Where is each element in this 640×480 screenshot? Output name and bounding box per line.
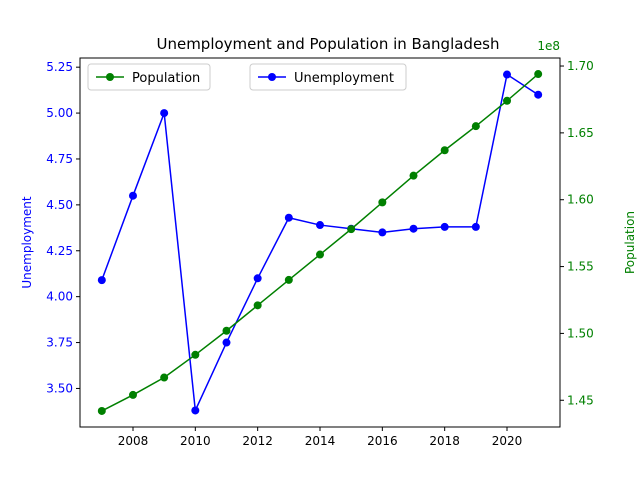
unemployment-data-point	[253, 274, 262, 283]
unemployment-data-point	[409, 224, 418, 233]
unemployment-data-point	[97, 276, 106, 285]
legend-upper-left: Population	[87, 63, 211, 91]
legend-marker-swatch	[268, 73, 276, 81]
population-data-point	[222, 326, 231, 335]
population-data-point	[253, 301, 262, 310]
legend-box	[87, 63, 211, 91]
legend-entry-label: Population	[132, 71, 200, 86]
x-tick-label: 2018	[429, 434, 460, 448]
y-right-tick-label: 1.60	[567, 193, 594, 207]
population-data-point	[471, 122, 480, 131]
population-data-point	[347, 225, 356, 234]
unemployment-data-point	[222, 338, 231, 347]
population-data-point	[97, 406, 106, 415]
population-data-point	[534, 70, 543, 79]
y-left-tick-label: 4.75	[46, 152, 73, 166]
y-left-tick-label: 3.50	[46, 381, 73, 395]
x-tick-label: 2014	[305, 434, 336, 448]
population-data-point	[191, 350, 200, 359]
legend-marker-swatch	[106, 73, 114, 81]
population-data-point	[160, 373, 169, 382]
x-tick-label: 2010	[180, 434, 211, 448]
x-tick-label: 2008	[118, 434, 149, 448]
unemployment-data-point	[440, 222, 449, 231]
y-left-tick-label: 4.25	[46, 244, 73, 258]
unemployment-data-point	[503, 70, 512, 79]
unemployment-data-point	[284, 213, 293, 222]
legend-upper-center: Unemployment	[249, 63, 407, 91]
y-left-tick-label: 5.00	[46, 106, 73, 120]
population-data-point	[316, 250, 324, 259]
population-data-point	[378, 198, 387, 207]
y-right-axis-label: Population	[623, 211, 637, 274]
x-tick-label: 2016	[367, 434, 398, 448]
population-data-point	[284, 275, 293, 284]
legend-box	[249, 63, 407, 91]
unemployment-data-point	[316, 221, 324, 230]
y-left-axis-label: Unemployment	[20, 196, 34, 289]
y-left-tick-label: 5.25	[46, 60, 73, 74]
y-right-tick-label: 1.45	[567, 393, 594, 407]
population-data-point	[503, 96, 512, 105]
y-right-offset-text: 1e8	[537, 39, 560, 53]
unemployment-data-point	[160, 109, 169, 118]
chart-title: Unemployment and Population in Banglades…	[156, 35, 499, 53]
x-tick-label: 2020	[492, 434, 523, 448]
legend-entry-label: Unemployment	[294, 71, 394, 86]
population-data-point	[128, 390, 137, 399]
y-right-tick-label: 1.65	[567, 126, 594, 140]
y-left-tick-label: 3.75	[46, 336, 73, 350]
unemployment-data-point	[191, 406, 200, 415]
plot-area: 2008 2010 2012 2014 2016 2018 2020 3.50 3.75 4.00…	[20, 39, 637, 448]
unemployment-data-point	[378, 228, 387, 237]
unemployment-data-point	[534, 90, 543, 99]
unemployment-data-point	[128, 191, 137, 200]
y-right-tick-label: 1.55	[567, 260, 594, 274]
y-left-tick-label: 4.50	[46, 198, 73, 212]
x-tick-label: 2012	[242, 434, 273, 448]
population-data-point	[409, 171, 418, 180]
population-data-point	[440, 146, 449, 155]
y-left-tick-label: 4.00	[46, 290, 73, 304]
y-right-tick-label: 1.70	[567, 59, 594, 73]
y-right-tick-label: 1.50	[567, 326, 594, 340]
unemployment-data-point	[471, 222, 480, 231]
